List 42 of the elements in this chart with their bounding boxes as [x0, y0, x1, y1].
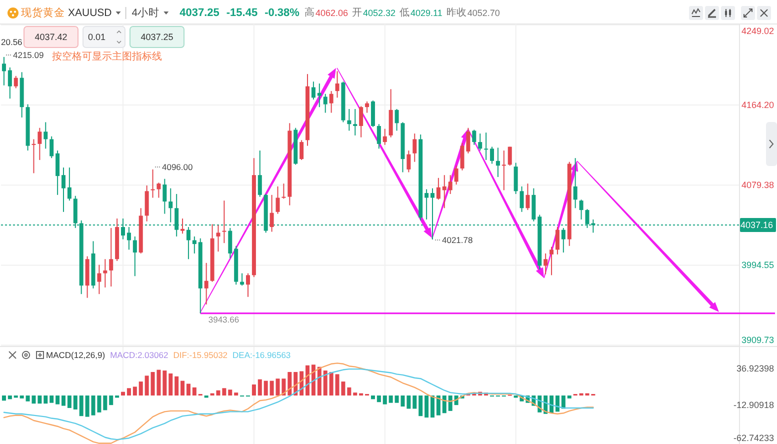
chart-title: 现货黄金	[21, 6, 65, 19]
text: -15.45	[226, 7, 258, 19]
y-tick-label: -12.90918	[733, 400, 774, 410]
y-tick-label: 3994.55	[741, 260, 774, 270]
text: 4小时	[132, 6, 160, 19]
y-tick-label: 4079.38	[741, 180, 774, 190]
text: 开	[352, 8, 362, 18]
button-sell: 4037.42	[24, 26, 78, 48]
y-tick-label: 3909.73	[741, 335, 774, 345]
ref-line-label: 4037.16	[740, 220, 773, 230]
extreme-label: 4215.09	[6, 50, 44, 60]
y-tick-label: 4249.02	[741, 26, 774, 36]
annotation: MACD:2.03062	[110, 350, 168, 360]
text: 4052.70	[467, 8, 500, 18]
text: 4037.25	[180, 7, 220, 19]
extreme-label: 4096.00	[154, 162, 193, 172]
text: 低	[400, 8, 410, 18]
annotation: 4037.42	[34, 32, 68, 42]
extreme-label: 4021.78	[434, 235, 473, 245]
text: 4052.32	[362, 8, 396, 18]
text: 4062.06	[315, 8, 348, 18]
annotation: 0.01	[88, 32, 106, 42]
text: 4029.11	[410, 8, 442, 18]
text: -0.38%	[264, 7, 300, 19]
annotation: 4037.25	[140, 32, 174, 42]
text: 昨收	[446, 6, 466, 18]
input-lots: 0.01	[82, 26, 126, 48]
annotation: 4096.00	[162, 162, 193, 172]
annotation: 4215.09	[13, 50, 44, 60]
legend-entries: DIF:-15.95032 DEA:-16.96563	[173, 350, 291, 360]
legend: MACD(12,26,9) MACD:2.03062 DIF:-15.95032 DEA:-16.96563	[46, 350, 291, 360]
annotation: 4021.78	[442, 235, 473, 245]
annotation: 按空格可显示主图指标线	[52, 50, 162, 62]
text: 高	[304, 6, 314, 18]
y-tick-label: 36.92398	[736, 363, 774, 374]
y-tick-label: 4164.20	[741, 100, 774, 110]
button-buy: 4037.25	[130, 26, 184, 48]
chart-subtitle: XAUUSD	[68, 7, 112, 19]
chart-title: MACD(12,26,9)	[46, 350, 106, 360]
annotation: 20.56	[1, 37, 23, 47]
ref-line-label: 3943.66	[208, 314, 240, 324]
y-tick-label: -62.74233	[733, 433, 774, 443]
